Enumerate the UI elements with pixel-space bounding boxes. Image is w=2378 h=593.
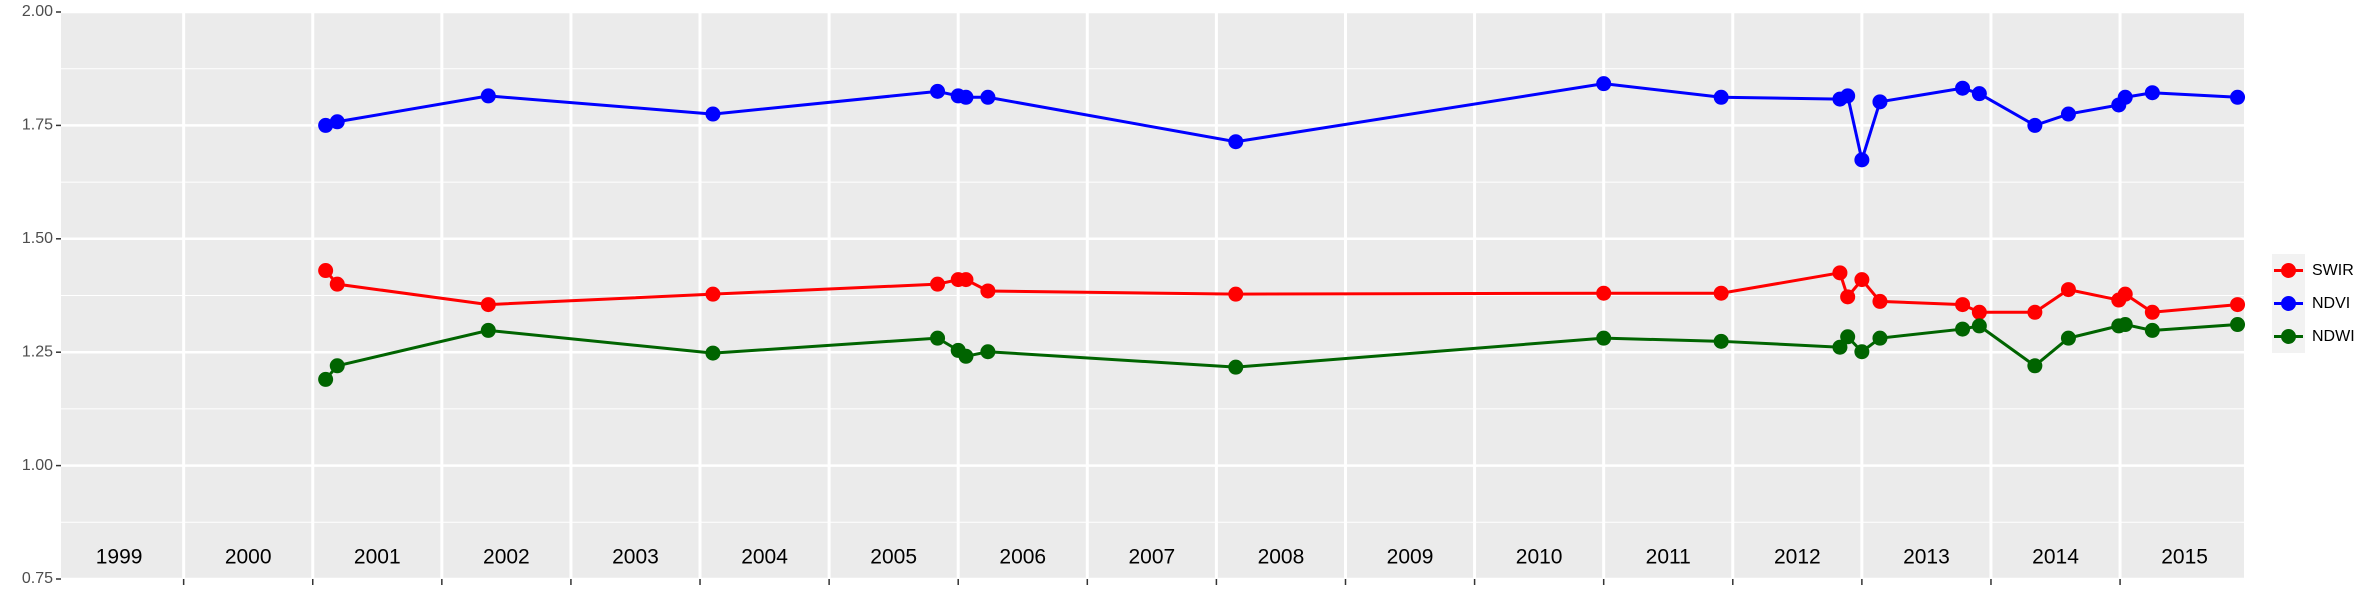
data-point	[329, 114, 345, 130]
data-point	[980, 89, 996, 105]
y-tick-label: 1.50	[22, 230, 53, 247]
data-point	[1955, 80, 1971, 96]
data-point	[2027, 358, 2043, 374]
data-point	[2060, 106, 2076, 122]
data-point	[1832, 339, 1848, 355]
y-tick-label: 1.25	[22, 343, 53, 360]
data-point	[1596, 285, 1612, 301]
y-tick-label: 0.75	[22, 570, 53, 587]
data-point	[1955, 321, 1971, 337]
data-point	[2060, 330, 2076, 346]
data-point	[1872, 293, 1888, 309]
year-label: 2001	[354, 546, 401, 569]
data-point	[2117, 89, 2133, 105]
legend-point	[2281, 329, 2296, 344]
data-point	[480, 297, 496, 313]
data-point	[1872, 330, 1888, 346]
year-label: 2000	[225, 546, 272, 569]
data-point	[480, 88, 496, 104]
legend-label: NDVI	[2312, 295, 2350, 312]
year-label: 2010	[1516, 546, 1563, 569]
year-label: 2003	[612, 546, 659, 569]
data-point	[1971, 318, 1987, 334]
data-point	[1971, 86, 1987, 102]
year-label: 2015	[2161, 546, 2208, 569]
year-label: 2005	[870, 546, 917, 569]
year-label: 2013	[1903, 546, 1950, 569]
data-point	[318, 371, 334, 387]
year-label: 2004	[741, 546, 788, 569]
year-label: 2007	[1128, 546, 1175, 569]
legend-label: NDWI	[2312, 328, 2355, 345]
data-point	[1713, 333, 1729, 349]
data-point	[1840, 329, 1856, 345]
data-point	[980, 344, 996, 360]
data-point	[1854, 272, 1870, 288]
y-tick-label: 1.75	[22, 117, 53, 134]
data-point	[2230, 317, 2246, 333]
year-label: 2012	[1774, 546, 1821, 569]
data-point	[2144, 304, 2160, 320]
data-point	[1971, 304, 1987, 320]
data-point	[958, 272, 974, 288]
legend-point	[2281, 296, 2296, 311]
year-label: 2014	[2032, 546, 2079, 569]
data-point	[930, 83, 946, 99]
data-point	[1840, 88, 1856, 104]
data-point	[705, 106, 721, 122]
data-point	[1832, 265, 1848, 281]
data-point	[2230, 89, 2246, 105]
data-point	[318, 117, 334, 133]
year-label: 2006	[999, 546, 1046, 569]
data-point	[1228, 359, 1244, 375]
data-point	[318, 263, 334, 279]
legend-label: SWIR	[2312, 262, 2354, 279]
year-label: 2011	[1646, 546, 1691, 569]
data-point	[1854, 152, 1870, 168]
data-point	[2230, 297, 2246, 313]
data-point	[705, 286, 721, 302]
y-tick-label: 1.00	[22, 457, 53, 474]
data-point	[2117, 317, 2133, 333]
data-point	[1596, 76, 1612, 92]
data-point	[705, 345, 721, 361]
data-point	[958, 89, 974, 105]
data-point	[2027, 117, 2043, 133]
data-point	[2060, 282, 2076, 298]
data-point	[1228, 286, 1244, 302]
data-point	[1840, 289, 1856, 305]
data-point	[2117, 286, 2133, 302]
data-point	[958, 348, 974, 364]
data-point	[930, 276, 946, 292]
data-point	[1713, 285, 1729, 301]
data-point	[480, 322, 496, 338]
year-label: 2008	[1258, 546, 1305, 569]
data-point	[2144, 85, 2160, 101]
data-point	[1228, 134, 1244, 150]
year-label: 1999	[96, 546, 143, 569]
data-point	[1596, 330, 1612, 346]
data-point	[2027, 304, 2043, 320]
y-tick-label: 2.00	[22, 3, 53, 20]
data-point	[980, 283, 996, 299]
legend-point	[2281, 263, 2296, 278]
year-label: 2009	[1387, 546, 1434, 569]
data-point	[1713, 89, 1729, 105]
data-point	[1854, 344, 1870, 360]
data-point	[1872, 94, 1888, 110]
data-point	[329, 358, 345, 374]
data-point	[329, 276, 345, 292]
data-point	[1955, 297, 1971, 313]
year-label: 2002	[483, 546, 530, 569]
data-point	[930, 330, 946, 346]
data-point	[2144, 322, 2160, 338]
